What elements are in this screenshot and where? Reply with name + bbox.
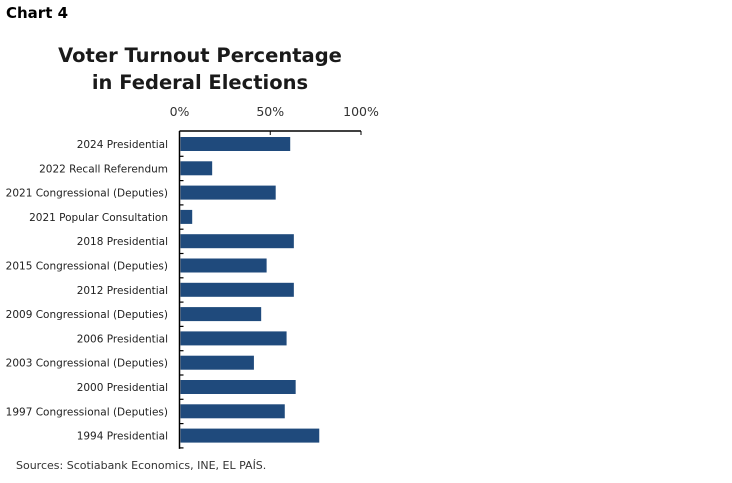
chart-number-label: Chart 4 [6,4,69,22]
chart-title-line-1: Voter Turnout Percentage [58,44,342,67]
category-label: 2012 Presidential [77,285,168,297]
bar [180,331,287,346]
category-label: 2021 Popular Consultation [29,212,168,224]
category-label: 1994 Presidential [77,431,168,443]
x-tick-label: 0% [170,104,190,119]
category-label: 2022 Recall Referendum [39,163,168,175]
bar [180,355,254,370]
chart-title: Voter Turnout Percentage in Federal Elec… [40,42,360,96]
bar [180,234,294,249]
chart-title-line-2: in Federal Elections [91,71,309,94]
bar [180,185,276,200]
bar [180,209,193,224]
bar [180,258,267,273]
bar [180,282,294,297]
bar [180,161,213,176]
category-label: 2009 Congressional (Deputies) [6,309,168,321]
category-label: 1997 Congressional (Deputies) [6,406,168,418]
category-label: 2018 Presidential [77,236,168,248]
bar [180,428,320,443]
category-label: 2015 Congressional (Deputies) [6,261,168,273]
bar [180,307,262,322]
category-label: 2003 Congressional (Deputies) [6,358,168,370]
bar [180,404,285,419]
category-label: 2006 Presidential [77,333,168,345]
category-label: 2024 Presidential [77,139,168,151]
category-label: 2021 Congressional (Deputies) [6,188,168,200]
bar [180,380,296,394]
x-tick-label: 100% [343,104,379,119]
source-note: Sources: Scotiabank Economics, INE, EL P… [16,459,267,472]
x-tick-label: 50% [256,104,284,119]
category-label: 2000 Presidential [77,382,168,394]
bar [180,137,291,151]
